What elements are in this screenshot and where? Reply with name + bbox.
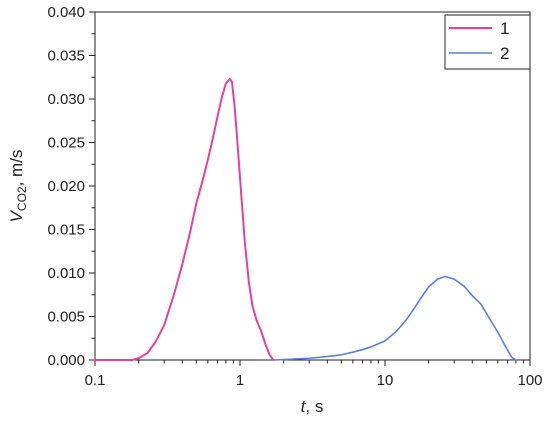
y-axis-tick-labels: 0.000 0.005 0.010 0.015 0.020 0.025 0.030 0.035… xyxy=(47,4,85,369)
y-tick-label: 0.030 xyxy=(47,91,85,108)
y-tick-label: 0.040 xyxy=(47,4,85,21)
x-axis-label: t, s xyxy=(301,397,324,416)
y-tick-label: 0.005 xyxy=(47,309,85,326)
legend-label-series-1: 1 xyxy=(500,19,509,38)
y-tick-label: 0.000 xyxy=(47,352,85,369)
y-axis-label: VCO2, m/s xyxy=(7,150,29,223)
legend-box xyxy=(444,14,531,70)
x-tick-label: 1 xyxy=(236,372,244,389)
y-tick-label: 0.035 xyxy=(47,48,85,65)
y-axis-label-sub: CO2 xyxy=(15,186,29,211)
x-axis-ticks xyxy=(94,360,531,366)
y-tick-label: 0.010 xyxy=(47,265,85,282)
y-tick-label: 0.015 xyxy=(47,222,85,239)
x-axis-tick-labels: 0.1 1 10 100 xyxy=(85,372,543,389)
y-tick-label: 0.025 xyxy=(47,135,85,152)
x-tick-label: 10 xyxy=(377,372,394,389)
x-axis-label-var: t xyxy=(301,397,307,416)
y-axis-label-var: V xyxy=(7,209,26,222)
legend-label-series-2: 2 xyxy=(500,44,509,63)
series-lines xyxy=(94,77,517,361)
y-tick-label: 0.020 xyxy=(47,178,85,195)
series-line-1 xyxy=(94,77,275,361)
series-line-2 xyxy=(272,275,517,361)
y-axis-label-rest: , m/s xyxy=(7,150,26,187)
x-tick-label: 100 xyxy=(517,372,542,389)
legend: 1 2 xyxy=(444,14,531,70)
x-axis-label-rest: , s xyxy=(305,397,323,416)
x-tick-label: 0.1 xyxy=(85,372,106,389)
y-axis-ticks xyxy=(89,11,95,361)
